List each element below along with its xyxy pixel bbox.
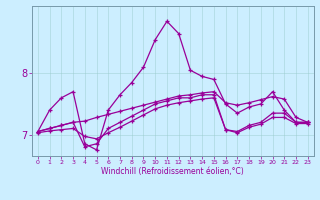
X-axis label: Windchill (Refroidissement éolien,°C): Windchill (Refroidissement éolien,°C) [101,167,244,176]
